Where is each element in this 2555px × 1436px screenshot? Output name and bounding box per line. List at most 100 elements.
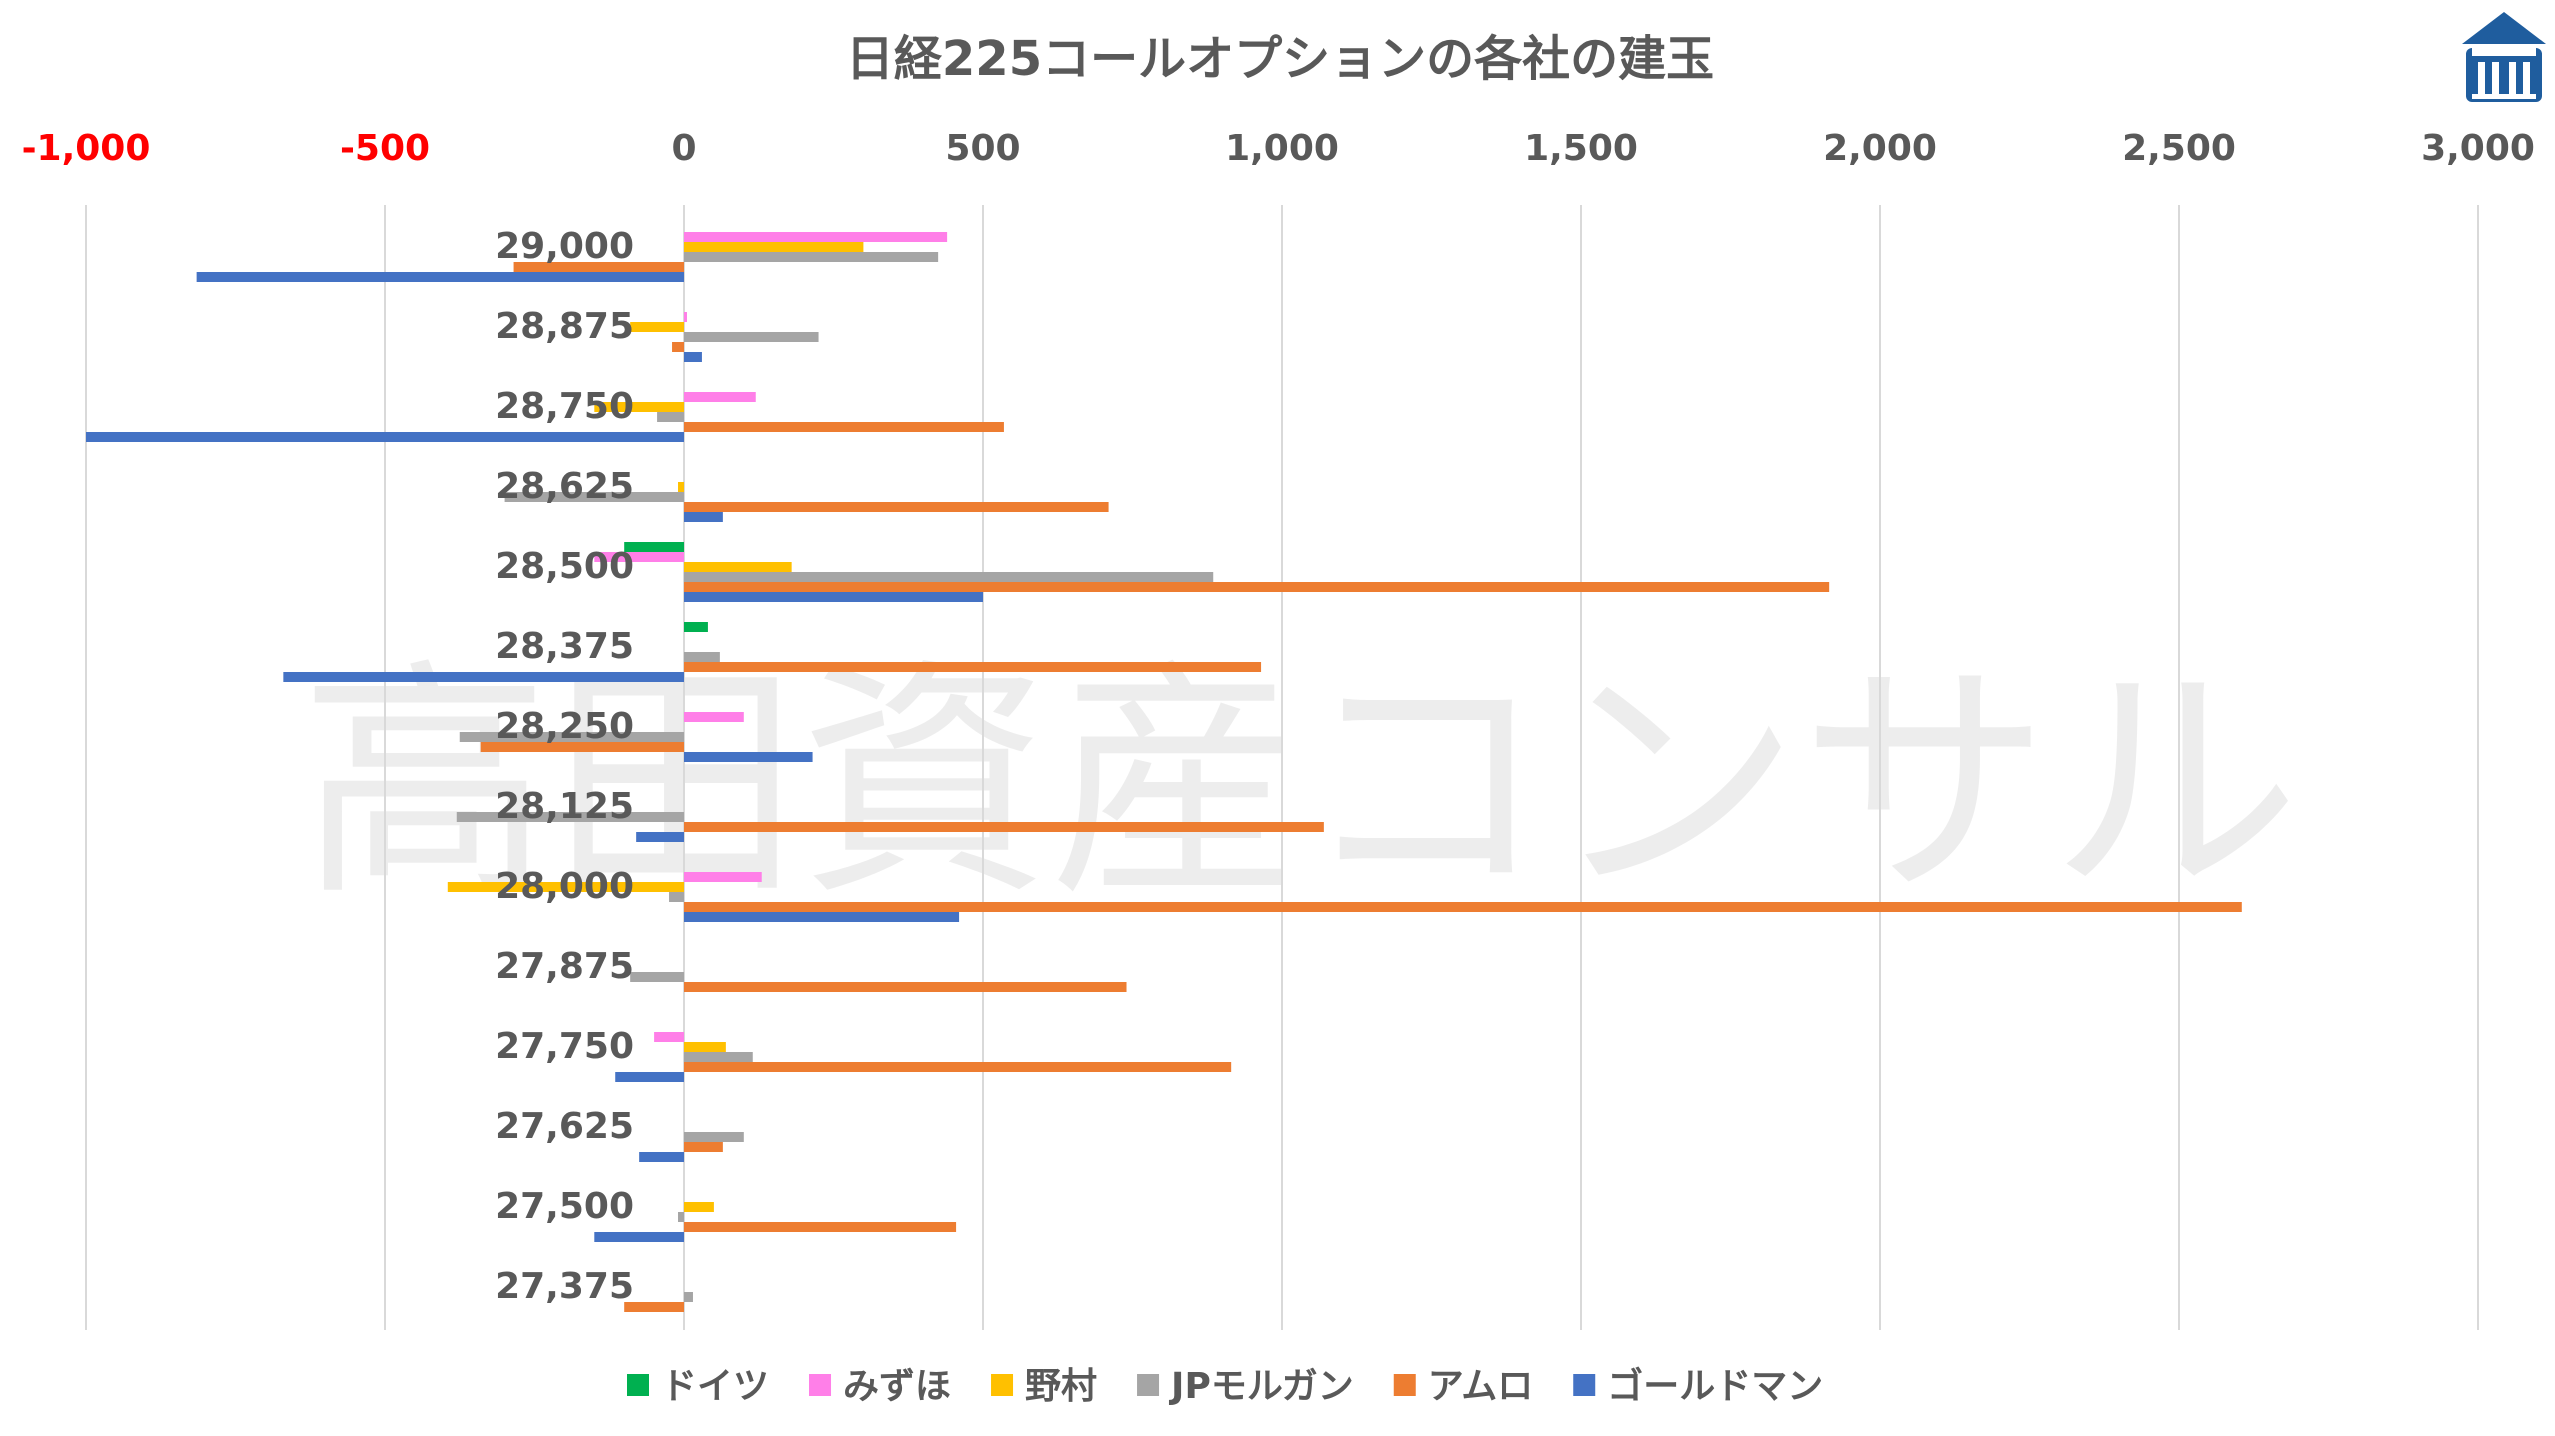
category-label: 28,625 — [495, 466, 634, 507]
x-tick-label: 1,500 — [1524, 128, 1638, 169]
bar — [594, 402, 684, 412]
x-axis-ticks: -1,000 -500 0 500 1,000 1,500 2,000 2,500 3,000 — [22, 128, 2535, 169]
category-label: 27,500 — [495, 1186, 634, 1227]
x-tick-label: -1,000 — [22, 128, 151, 169]
bar — [684, 502, 1109, 512]
bar — [684, 1222, 957, 1232]
legend: ドイツ みずほ 野村 JPモルガン アムロ ゴールドマン — [627, 1365, 1823, 1407]
x-tick-label: 500 — [945, 128, 1020, 169]
bar — [636, 832, 684, 842]
bar — [669, 892, 684, 902]
bar — [196, 272, 684, 282]
category-label: 28,125 — [495, 786, 634, 827]
bar — [480, 742, 684, 752]
bar — [615, 1072, 684, 1082]
x-tick-label: -500 — [340, 128, 430, 169]
x-tick-label: 3,000 — [2421, 128, 2535, 169]
bars — [86, 232, 2242, 1312]
bar — [684, 572, 1214, 582]
bar — [684, 622, 708, 632]
bar — [594, 1232, 684, 1242]
bar — [283, 672, 684, 682]
legend-label: みずほ — [843, 1366, 951, 1407]
legend-swatch — [627, 1374, 649, 1396]
bar — [86, 432, 684, 442]
bar — [684, 562, 792, 572]
legend-swatch — [809, 1374, 832, 1396]
category-label: 27,750 — [495, 1026, 634, 1067]
bar — [459, 732, 684, 742]
bar — [447, 882, 684, 892]
bar — [678, 482, 684, 492]
category-label: 28,500 — [495, 546, 634, 587]
bar — [684, 232, 948, 242]
bar — [684, 242, 864, 252]
bar — [684, 1052, 753, 1062]
x-tick-label: 2,000 — [1823, 128, 1937, 169]
bar — [684, 332, 819, 342]
bar — [684, 252, 939, 262]
bar — [684, 652, 720, 662]
bar — [684, 312, 687, 322]
legend-label: JPモルガン — [1168, 1366, 1354, 1407]
chart-title: 日経225コールオプションの各社の建玉 — [846, 31, 1714, 87]
building-logo-icon — [2462, 12, 2546, 102]
bar — [684, 1142, 723, 1152]
watermark-text: 高田資産コンサル — [300, 638, 2300, 929]
category-labels: 29,000 28,875 28,750 28,625 28,500 28,375 28,2… — [495, 226, 634, 1307]
bar — [684, 422, 1004, 432]
x-tick-label: 1,000 — [1225, 128, 1339, 169]
category-label: 27,375 — [495, 1266, 634, 1307]
bar — [456, 812, 684, 822]
bar — [684, 352, 702, 362]
bar — [684, 822, 1324, 832]
category-label: 27,875 — [495, 946, 634, 987]
bar — [504, 492, 684, 502]
bar — [654, 1032, 684, 1042]
bar — [684, 872, 762, 882]
bar — [513, 262, 684, 272]
bar — [684, 752, 813, 762]
legend-swatch — [1573, 1374, 1596, 1396]
legend-label: アムロ — [1428, 1366, 1533, 1407]
category-label: 28,375 — [495, 626, 634, 667]
x-tick-label: 2,500 — [2122, 128, 2236, 169]
category-label: 28,875 — [495, 306, 634, 347]
bar — [684, 582, 1830, 592]
legend-swatch — [1393, 1374, 1416, 1396]
bar — [672, 342, 684, 352]
bar — [678, 1212, 684, 1222]
legend-label: 野村 — [1025, 1366, 1097, 1407]
bar — [684, 1042, 726, 1052]
bar — [684, 392, 756, 402]
bar — [684, 982, 1127, 992]
category-label: 28,750 — [495, 386, 634, 427]
category-label: 27,625 — [495, 1106, 634, 1147]
bar — [684, 592, 983, 602]
bar — [684, 1062, 1232, 1072]
legend-label: ゴールドマン — [1607, 1365, 1823, 1407]
legend-label: ドイツ — [661, 1366, 769, 1407]
bar — [657, 412, 684, 422]
category-label: 28,000 — [495, 866, 634, 907]
bar — [639, 1152, 684, 1162]
bar — [684, 902, 2242, 912]
bar — [684, 512, 723, 522]
bar — [594, 552, 684, 562]
bar — [684, 1202, 714, 1212]
bar — [684, 662, 1262, 672]
bar — [684, 712, 744, 722]
legend-swatch — [1137, 1374, 1160, 1396]
x-tick-label: 0 — [671, 128, 696, 169]
bar — [630, 322, 684, 332]
category-label: 29,000 — [495, 226, 634, 267]
legend-swatch — [991, 1374, 1014, 1396]
bar — [684, 912, 960, 922]
bar — [684, 1292, 693, 1302]
bar — [624, 542, 684, 552]
bar — [630, 972, 684, 982]
bar — [684, 1132, 744, 1142]
bar — [624, 1302, 684, 1312]
category-label: 28,250 — [495, 706, 634, 747]
